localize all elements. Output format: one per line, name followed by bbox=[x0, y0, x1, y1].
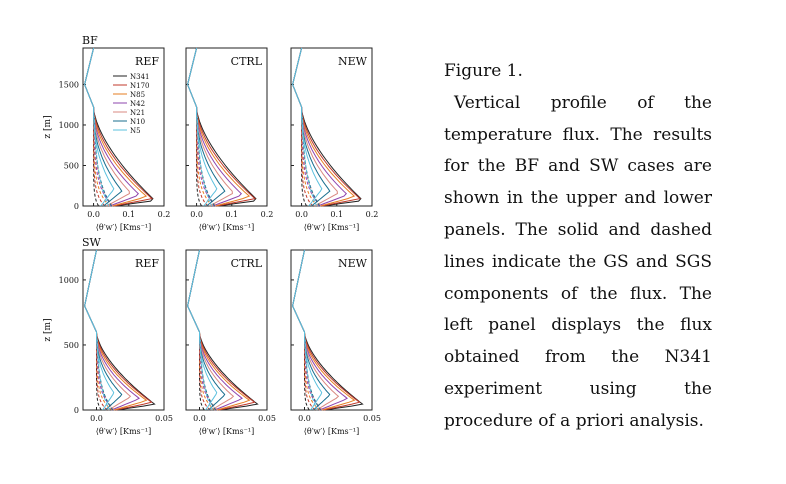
legend-label-n21: N21 bbox=[130, 109, 145, 117]
legend-label-n170: N170 bbox=[130, 82, 150, 90]
series-gs-n341 bbox=[187, 47, 257, 207]
x-axis-label: ⟨θ′w′⟩ [Kms⁻¹] bbox=[304, 427, 359, 436]
series-gs-n85 bbox=[84, 249, 148, 411]
series-gs-n170 bbox=[187, 249, 256, 411]
caption-body: Vertical profile of the temperature flux… bbox=[444, 92, 712, 431]
series-gs-n5 bbox=[187, 47, 218, 207]
x-tick-label: 0.2 bbox=[158, 210, 171, 219]
series-sgs-n42 bbox=[196, 117, 216, 207]
x-tick-label: 0.2 bbox=[261, 210, 274, 219]
series-sgs-n5 bbox=[302, 116, 318, 207]
panel-title-bf-ctrl: CTRL bbox=[231, 55, 263, 68]
y-tick-label: 1000 bbox=[59, 276, 79, 285]
series-gs-n42 bbox=[292, 47, 348, 207]
legend-label-n341: N341 bbox=[130, 73, 150, 81]
series-gs-n10 bbox=[187, 249, 226, 411]
series-gs-n341 bbox=[187, 249, 259, 411]
x-axis-label: ⟨θ′w′⟩ [Kms⁻¹] bbox=[199, 427, 254, 436]
series-sgs-n85 bbox=[301, 117, 318, 207]
x-tick-label: 0.0 bbox=[193, 414, 206, 423]
row-label-sw: SW bbox=[82, 236, 102, 249]
series-sgs-n5 bbox=[197, 116, 213, 207]
x-tick-label: 0.0 bbox=[90, 414, 103, 423]
series-gs-n170 bbox=[292, 249, 361, 411]
row-label-bf: BF bbox=[82, 34, 98, 47]
y-tick-label: 0 bbox=[74, 202, 79, 211]
panel-title-bf-new: NEW bbox=[338, 55, 368, 68]
series-gs-n85 bbox=[292, 249, 356, 411]
panel-frame-sw-new bbox=[290, 249, 373, 411]
series-sgs-n42 bbox=[301, 117, 321, 207]
series-gs-n10 bbox=[292, 249, 331, 411]
series-gs-n10 bbox=[84, 47, 123, 207]
series-sgs-n5 bbox=[96, 339, 110, 411]
series-gs-n85 bbox=[187, 249, 251, 411]
y-tick-label: 0 bbox=[74, 406, 79, 415]
x-tick-label: 0.2 bbox=[366, 210, 379, 219]
panel-frame-bf-new bbox=[290, 47, 373, 207]
series-gs-n21 bbox=[84, 47, 130, 207]
x-tick-label: 0.0 bbox=[295, 210, 308, 219]
y-tick-label: 500 bbox=[64, 161, 79, 170]
series-sgs-n5 bbox=[199, 339, 213, 411]
series-sgs-n5 bbox=[94, 116, 110, 207]
series-gs-n5 bbox=[84, 249, 115, 411]
series-gs-n21 bbox=[292, 47, 338, 207]
series-gs-n21 bbox=[187, 47, 233, 207]
panel-frame-bf-ctrl bbox=[185, 47, 268, 207]
panel-title-sw-new: NEW bbox=[338, 257, 368, 270]
series-sgs-n85 bbox=[196, 117, 213, 207]
series-gs-n5 bbox=[187, 249, 218, 411]
series-gs-n5 bbox=[84, 47, 115, 207]
panel-frame-sw-ctrl bbox=[185, 249, 268, 411]
y-axis-label: z [m] bbox=[43, 115, 53, 138]
series-gs-n5 bbox=[292, 47, 323, 207]
x-tick-label: 0.0 bbox=[298, 414, 311, 423]
x-tick-label: 0.0 bbox=[87, 210, 100, 219]
panel-title-sw-ctrl: CTRL bbox=[231, 257, 263, 270]
x-tick-label: 0.05 bbox=[155, 414, 173, 423]
panel-frame-sw-ref bbox=[82, 249, 165, 411]
x-tick-label: 0.05 bbox=[363, 414, 381, 423]
series-sgs-n85 bbox=[93, 117, 110, 207]
x-axis-label: ⟨θ′w′⟩ [Kms⁻¹] bbox=[96, 427, 151, 436]
x-tick-label: 0.05 bbox=[258, 414, 276, 423]
y-tick-label: 500 bbox=[64, 341, 79, 350]
series-gs-n5 bbox=[292, 249, 323, 411]
series-gs-n341 bbox=[292, 249, 364, 411]
series-gs-n341 bbox=[292, 47, 362, 207]
series-gs-n170 bbox=[84, 249, 153, 411]
series-gs-n10 bbox=[292, 47, 331, 207]
panel-title-bf-ref: REF bbox=[135, 55, 159, 68]
y-tick-label: 1500 bbox=[59, 80, 79, 89]
figure-panels: BF SW REF 0.0 0.1 0.2 ⟨θ′w′⟩ [Kms⁻¹] 0 500 1000… bbox=[43, 34, 381, 436]
panel-frame-bf-ref bbox=[82, 47, 165, 207]
x-tick-label: 0.1 bbox=[225, 210, 238, 219]
y-axis-label: z [m] bbox=[43, 318, 53, 341]
series-gs-n10 bbox=[187, 47, 226, 207]
series-gs-n42 bbox=[187, 47, 243, 207]
panel-title-sw-ref: REF bbox=[135, 257, 159, 270]
series-sgs-n42 bbox=[93, 117, 113, 207]
legend-label-n5: N5 bbox=[130, 127, 141, 135]
x-tick-label: 0.0 bbox=[190, 210, 203, 219]
series-gs-n10 bbox=[84, 249, 123, 411]
x-tick-label: 0.1 bbox=[330, 210, 343, 219]
legend-label-n85: N85 bbox=[130, 91, 145, 99]
series-gs-n341 bbox=[84, 47, 154, 207]
x-axis-label: ⟨θ′w′⟩ [Kms⁻¹] bbox=[304, 223, 359, 232]
legend-label-n42: N42 bbox=[130, 100, 145, 108]
x-axis-label: ⟨θ′w′⟩ [Kms⁻¹] bbox=[96, 223, 151, 232]
x-axis-label: ⟨θ′w′⟩ [Kms⁻¹] bbox=[199, 223, 254, 232]
series-sgs-n5 bbox=[304, 339, 318, 411]
y-tick-label: 1000 bbox=[59, 121, 79, 130]
x-tick-label: 0.1 bbox=[122, 210, 135, 219]
caption-title: Figure 1. bbox=[444, 61, 523, 81]
series-gs-n341 bbox=[84, 249, 156, 411]
legend-label-n10: N10 bbox=[130, 118, 145, 126]
figure-caption: Figure 1. Vertical profile of the temper… bbox=[444, 56, 712, 438]
